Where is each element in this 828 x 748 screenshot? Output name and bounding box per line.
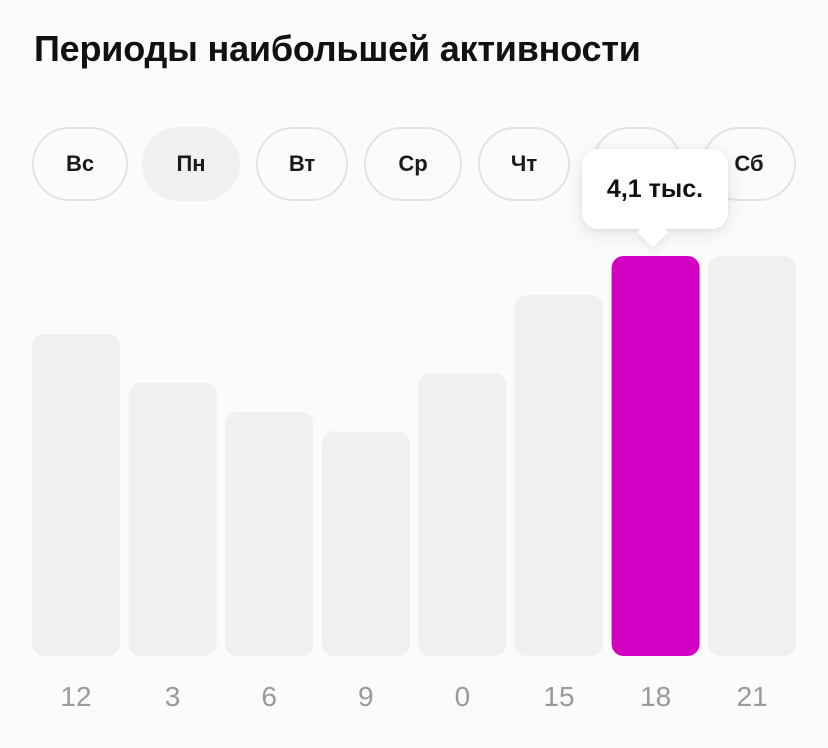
bar[interactable]: [418, 373, 507, 656]
day-tab-2[interactable]: Пн: [142, 127, 240, 201]
bar[interactable]: [128, 382, 217, 656]
bar[interactable]: [225, 412, 314, 656]
x-tick-label: 18: [640, 681, 671, 712]
bar[interactable]: [321, 431, 410, 656]
bar[interactable]: [708, 256, 797, 656]
day-selector: ВсПнВтСрЧтПтСб: [0, 0, 828, 230]
bar[interactable]: [515, 295, 603, 656]
x-tick-label: 21: [737, 681, 768, 712]
x-tick-label: 15: [543, 681, 574, 712]
x-tick-label: 0: [455, 681, 471, 712]
x-tick-label: 9: [358, 681, 374, 712]
day-tab-3[interactable]: Вт: [256, 127, 348, 201]
x-tick-label: 6: [261, 681, 277, 712]
bar-highlighted[interactable]: [611, 256, 700, 656]
bar-tooltip: 4,1 тыс.: [582, 149, 728, 248]
page-title: Периоды наибольшей активности: [34, 28, 641, 69]
day-tab-5[interactable]: Чт: [478, 127, 570, 201]
bar[interactable]: [32, 334, 120, 656]
x-tick-label: 12: [60, 681, 91, 712]
tooltip-value: 4,1 тыс.: [582, 149, 728, 229]
x-tick-label: 3: [165, 681, 181, 712]
day-tab-4[interactable]: Ср: [364, 127, 462, 201]
day-tab-1[interactable]: Вс: [32, 127, 128, 201]
